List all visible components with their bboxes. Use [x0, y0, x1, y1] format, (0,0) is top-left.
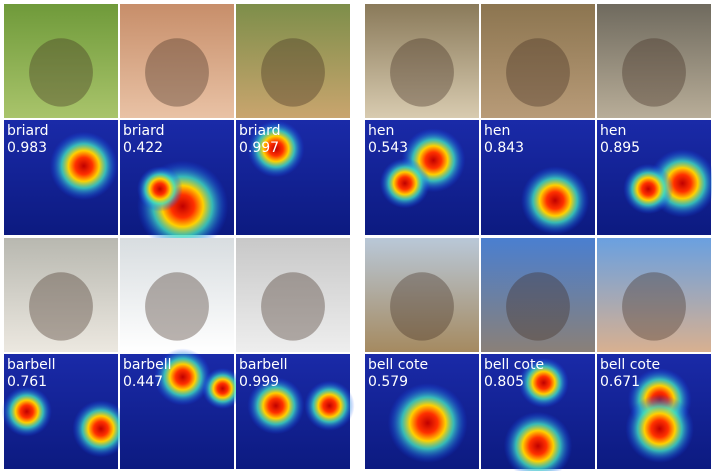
class-label: bell cote: [484, 357, 544, 373]
heat-spot: [304, 380, 355, 431]
photo-subject: [261, 38, 325, 107]
photo-subject: [261, 272, 325, 341]
photo-subject: [622, 272, 686, 341]
photo: [236, 4, 350, 118]
photo: [120, 4, 234, 118]
class-label: barbell: [123, 357, 172, 373]
photo: [365, 4, 479, 118]
heat-spot: [72, 400, 130, 458]
heat-spot: [1, 386, 52, 437]
heat-spot: [503, 411, 573, 471]
score: 0.805: [484, 374, 524, 390]
heat-spot: [387, 383, 468, 463]
heat-spot: [625, 394, 694, 463]
photo: [236, 238, 350, 352]
photo: [481, 238, 595, 352]
class-label: briard: [123, 123, 165, 139]
photo-subject: [145, 272, 209, 341]
photo-subject: [506, 38, 570, 107]
score: 0.895: [600, 140, 640, 156]
heat-spot: [49, 131, 118, 201]
heat-spot: [379, 158, 430, 209]
class-label: barbell: [239, 357, 288, 373]
heat-spot: [623, 163, 674, 215]
score: 0.447: [123, 374, 163, 390]
photo-subject: [29, 272, 93, 341]
heat-spot: [518, 357, 569, 408]
photo: [4, 238, 118, 352]
heat-spot: [247, 120, 305, 178]
class-label: briard: [239, 123, 281, 139]
class-label: hen: [600, 123, 626, 139]
heat-spot: [202, 367, 244, 410]
score: 0.543: [368, 140, 408, 156]
photo-subject: [390, 272, 454, 341]
photo: [597, 238, 711, 352]
score: 0.671: [600, 374, 640, 390]
heat-spot: [520, 166, 590, 235]
class-label: briard: [7, 123, 49, 139]
photo: [120, 238, 234, 352]
score: 0.843: [484, 140, 524, 156]
photo-subject: [29, 38, 93, 107]
score: 0.761: [7, 374, 47, 390]
photo: [597, 4, 711, 118]
photo: [365, 238, 479, 352]
photo-subject: [145, 38, 209, 107]
score: 0.983: [7, 140, 47, 156]
heat-spot: [137, 166, 183, 212]
score: 0.579: [368, 374, 408, 390]
class-label: hen: [368, 123, 394, 139]
photo-subject: [622, 38, 686, 107]
class-label: bell cote: [368, 357, 428, 373]
photo-subject: [506, 272, 570, 341]
class-label: barbell: [7, 357, 56, 373]
score: 0.999: [239, 374, 279, 390]
class-label: hen: [484, 123, 510, 139]
heat-spot: [154, 348, 212, 406]
score: 0.422: [123, 140, 163, 156]
heat-spot: [247, 377, 305, 435]
class-label: bell cote: [600, 357, 660, 373]
score: 0.997: [239, 140, 279, 156]
photo: [4, 4, 118, 118]
photo-subject: [390, 38, 454, 107]
photo: [481, 4, 595, 118]
